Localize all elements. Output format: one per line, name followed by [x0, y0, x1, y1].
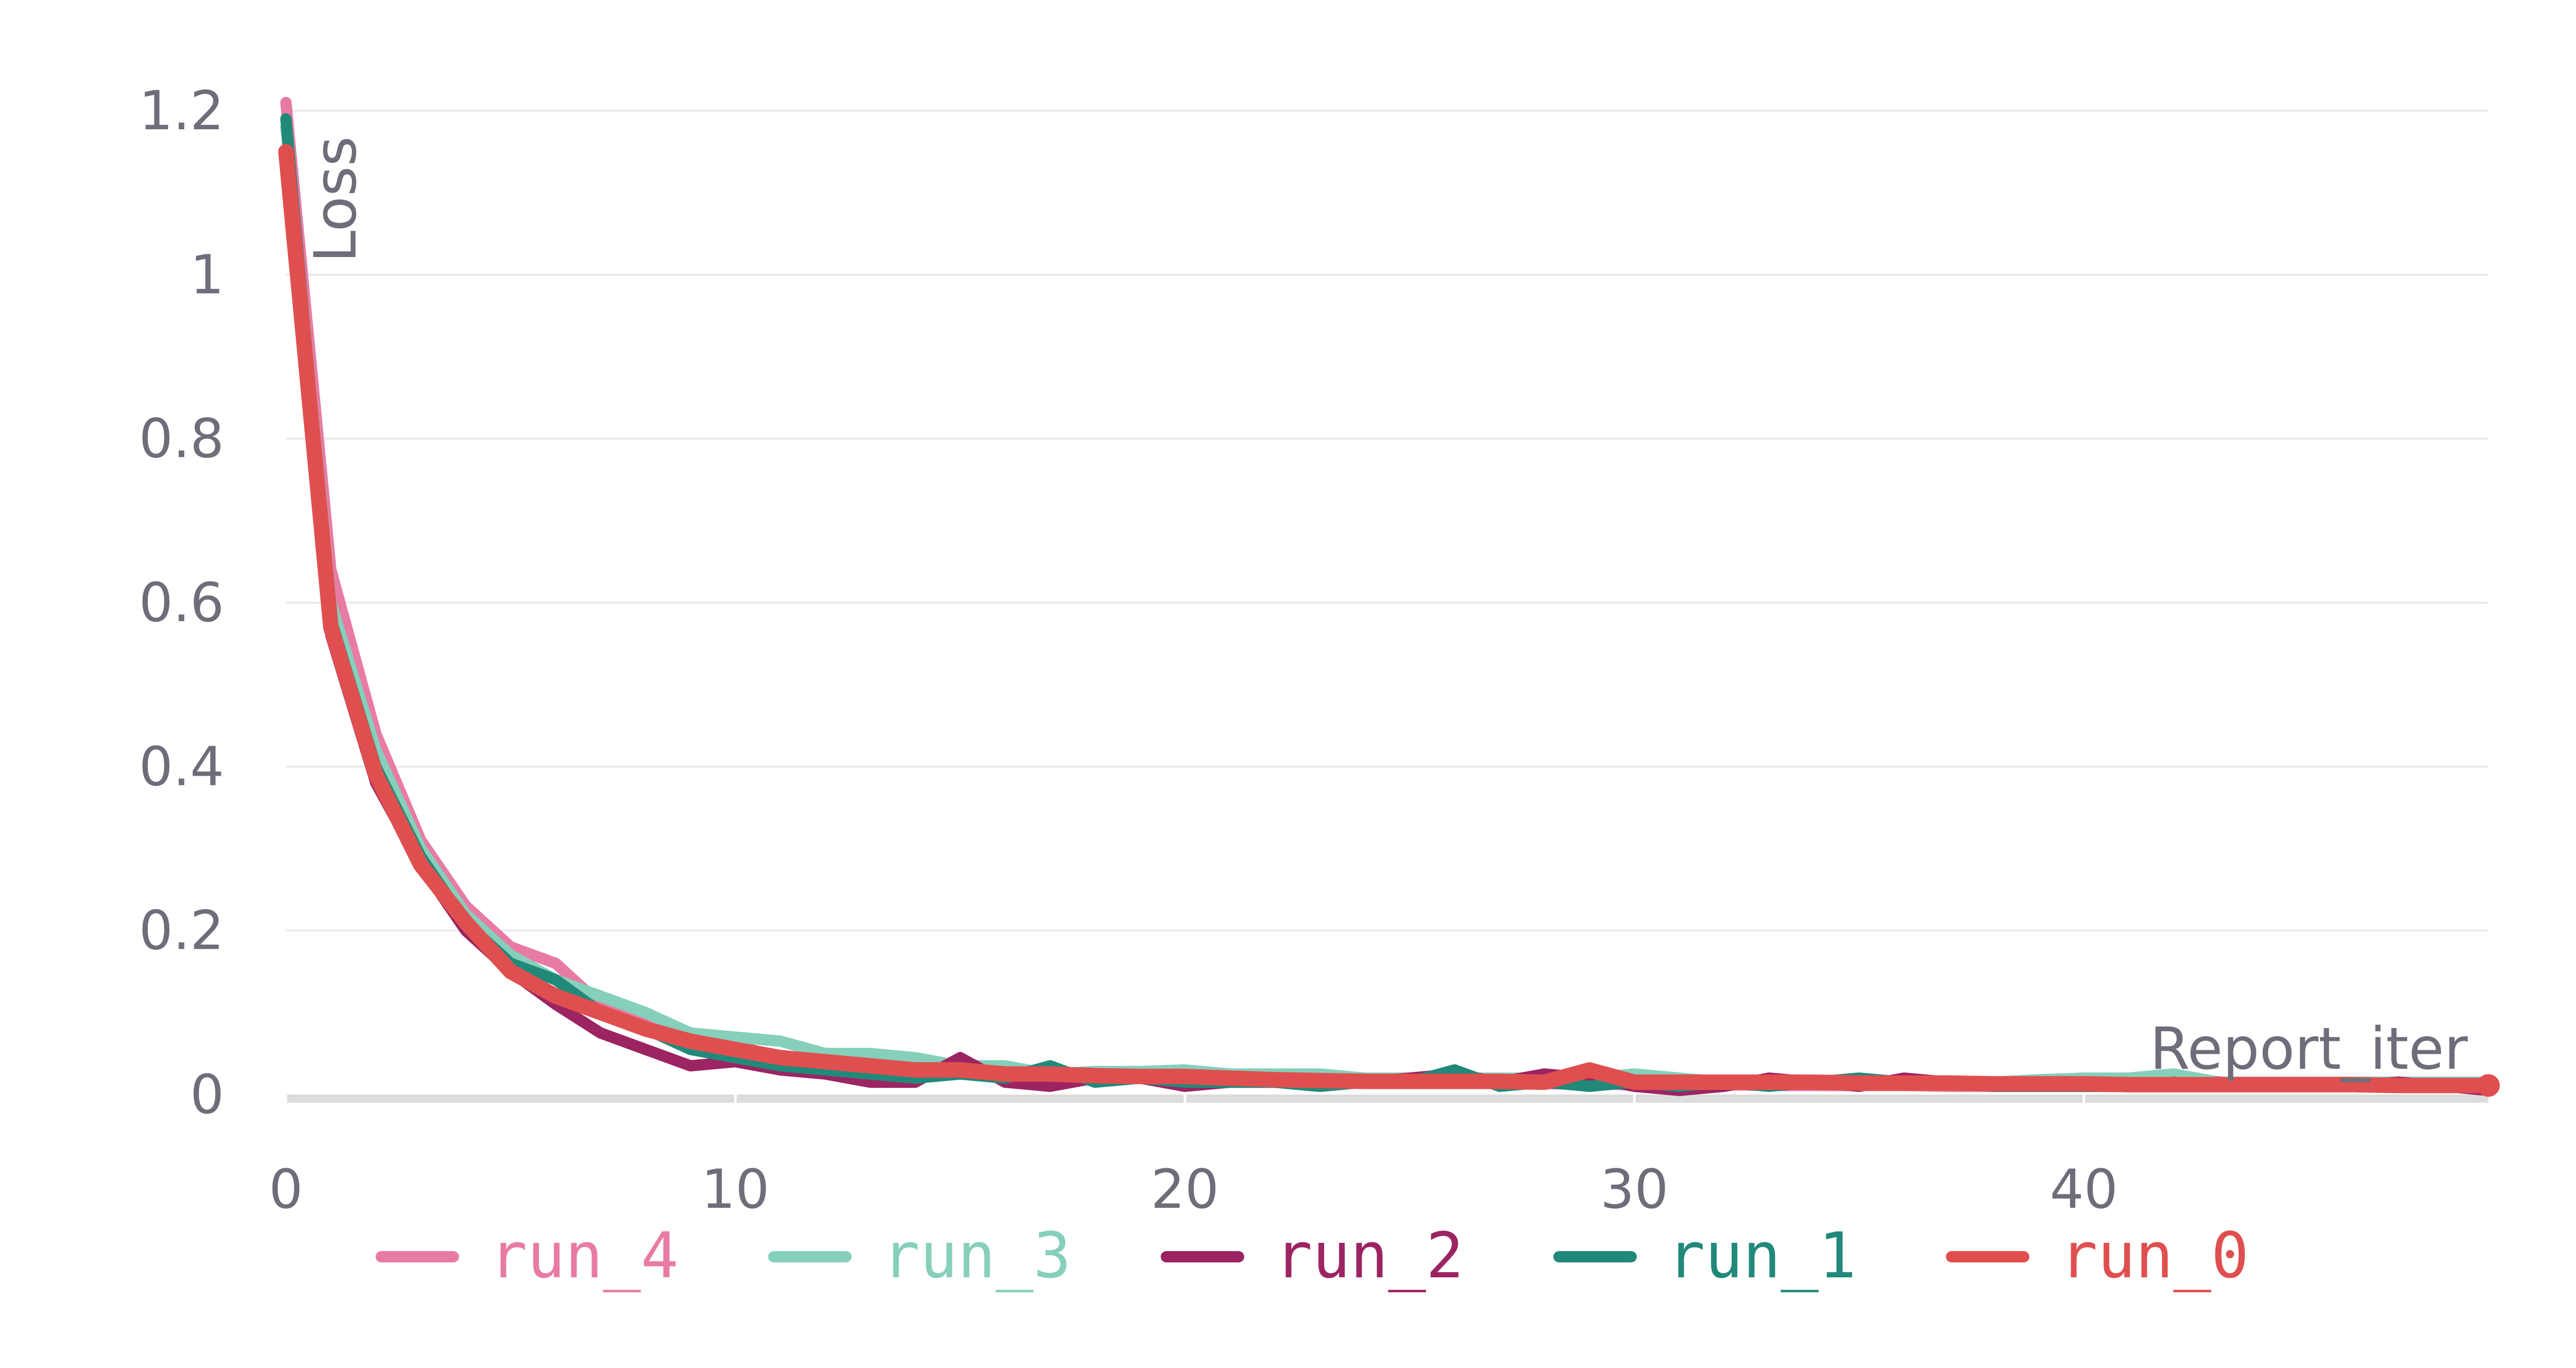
x-axis-title: Report_iter [2150, 1016, 2468, 1083]
legend[interactable]: run_4 run_3 run_2 run_1 run_0 [376, 1219, 2249, 1292]
tick-labels: 0 0.2 0.4 0.6 0.8 1 1.2 0 10 20 30 40 [139, 79, 2118, 1221]
y-tick-label: 1 [190, 243, 224, 306]
legend-item-run_2[interactable]: run_2 [1161, 1219, 1464, 1292]
x-tick-label: 0 [269, 1158, 303, 1221]
legend-label: run_2 [1275, 1219, 1464, 1292]
legend-item-run_1[interactable]: run_1 [1553, 1219, 1856, 1292]
legend-item-run_4[interactable]: run_4 [376, 1219, 679, 1292]
y-tick-label: 0.2 [139, 899, 224, 962]
y-tick-label: 0.8 [139, 407, 224, 470]
series-line-run_3 [280, 121, 2494, 1088]
legend-item-run_0[interactable]: run_0 [1946, 1219, 2249, 1292]
legend-label: run_4 [489, 1219, 679, 1292]
legend-label: run_0 [2060, 1219, 2249, 1292]
series-lines [278, 97, 2500, 1097]
x-tick-label: 10 [701, 1158, 769, 1221]
x-tick-label: 20 [1151, 1158, 1219, 1221]
y-tick-label: 1.2 [139, 79, 224, 142]
legend-item-run_3[interactable]: run_3 [768, 1219, 1071, 1292]
y-axis-title: Loss [302, 136, 369, 263]
series-line-run_4 [280, 97, 2494, 1092]
y-tick-label: 0.6 [139, 571, 224, 634]
legend-label: run_3 [882, 1219, 1071, 1292]
legend-label: run_1 [1667, 1219, 1856, 1292]
y-tick-label: 0.4 [139, 735, 224, 798]
series-line-run_0 [278, 144, 2496, 1093]
y-tick-label: 0 [190, 1063, 224, 1126]
x-tick-label: 40 [2050, 1158, 2118, 1221]
x-tick-label: 30 [1600, 1158, 1668, 1221]
series-end-marker [2477, 1074, 2500, 1097]
series-line-run_2 [280, 146, 2494, 1096]
grid-lines [286, 110, 2488, 932]
